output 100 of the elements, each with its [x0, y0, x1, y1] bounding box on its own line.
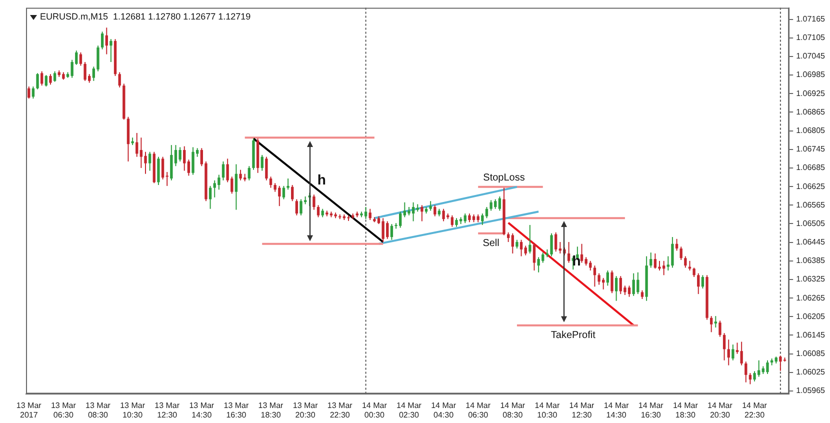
y-tick-label: 1.06925	[796, 88, 826, 98]
candlestick	[779, 355, 782, 372]
y-tick-label: 1.07165	[796, 14, 826, 24]
candlestick	[490, 200, 492, 212]
y-tick-label: 1.06385	[796, 256, 826, 266]
candlestick	[748, 372, 752, 385]
candlestick	[136, 132, 138, 158]
candlestick	[234, 164, 238, 210]
x-tick-label: 14 Mar 14:30	[604, 400, 630, 420]
candlestick	[528, 224, 532, 254]
candlestick	[714, 316, 717, 328]
x-tick-label: 13 Mar 10:30	[120, 400, 146, 420]
candlestick	[28, 86, 30, 100]
annotation: TakeProfit	[550, 330, 596, 342]
annotation: Sell	[482, 238, 500, 250]
candlestick	[79, 52, 82, 66]
candlestick	[100, 31, 104, 50]
candlestick	[248, 166, 251, 181]
candlestick	[450, 214, 454, 228]
x-tick-label: 13 Mar 18:30	[258, 400, 284, 420]
y-tick-label: 1.06985	[796, 70, 826, 80]
candlestick	[148, 151, 152, 172]
candlestick	[382, 218, 384, 242]
candlestick	[614, 276, 618, 302]
candlestick	[658, 260, 661, 272]
candlestick	[40, 70, 44, 86]
candlestick	[554, 232, 558, 252]
candlestick	[420, 204, 424, 222]
y-tick-label: 1.07045	[796, 52, 826, 61]
x-tick-label: 14 Mar 00:30	[362, 400, 388, 420]
candlestick	[718, 320, 722, 338]
x-tick-label: 14 Mar 04:30	[431, 400, 456, 420]
candlestick	[684, 256, 687, 268]
candlestick	[295, 198, 298, 216]
candlestick	[53, 70, 56, 82]
y-tick-label: 1.07105	[796, 33, 826, 42]
candlestick	[580, 243, 584, 264]
candlestick	[740, 341, 743, 366]
y-tick-label: 1.05965	[796, 386, 826, 396]
candlestick	[192, 146, 194, 176]
candlestick	[662, 260, 666, 276]
candlestick	[265, 156, 268, 181]
candlestick	[442, 208, 445, 222]
x-tick-label: 14 Mar 06:30	[466, 400, 491, 420]
candlestick	[520, 239, 523, 257]
candlestick	[697, 272, 700, 295]
candlestick	[524, 245, 527, 256]
x-tick-label: 14 Mar 12:30	[569, 400, 595, 420]
candlestick	[606, 270, 610, 286]
y-tick-label: 1.06325	[796, 274, 826, 284]
x-tick-label: 13 Mar 14:30	[189, 400, 214, 420]
candlestick	[312, 194, 316, 210]
candlestick	[434, 204, 436, 217]
y-tick-label: 1.06865	[796, 107, 826, 116]
candlestick	[598, 272, 600, 286]
chart-title: EURUSD.m,M15 1.12681 1.12780 1.12677 1.12719	[40, 11, 251, 22]
candlestick	[628, 285, 631, 298]
y-tick-label: 1.06445	[796, 238, 826, 247]
candlestick	[49, 74, 52, 86]
x-tick-label: 13 Mar 16:30	[224, 400, 249, 420]
candlestick	[701, 274, 704, 289]
x-tick-label: 13 Mar 2017	[16, 400, 42, 420]
y-tick-label: 1.06565	[796, 200, 826, 210]
candlestick	[291, 184, 294, 202]
candlestick	[532, 242, 536, 272]
candlestick	[36, 72, 39, 90]
x-tick-label: 13 Mar 12:30	[154, 400, 180, 420]
annotation: StopLoss	[483, 172, 525, 184]
x-tick-label: 13 Mar 20:30	[292, 400, 318, 420]
candlestick	[675, 238, 678, 252]
candlestick	[170, 144, 173, 181]
candlestick	[140, 137, 143, 168]
y-tick-label: 1.06025	[796, 368, 826, 377]
candlestick	[744, 361, 748, 383]
candlestick	[722, 332, 726, 361]
x-tick-label: 13 Mar 06:30	[50, 400, 76, 420]
candlestick	[710, 316, 713, 333]
x-tick-label: 14 Mar 10:30	[534, 400, 560, 420]
y-tick-label: 1.06265	[796, 293, 826, 302]
x-tick-label: 14 Mar 08:30	[500, 400, 526, 420]
candlestick	[753, 370, 756, 382]
candlestick	[44, 74, 48, 87]
candlestick	[269, 176, 272, 188]
candlestick	[316, 204, 320, 218]
candlestick	[84, 62, 86, 82]
candlestick	[368, 208, 372, 221]
candlestick	[260, 154, 264, 172]
candlestick	[364, 206, 368, 220]
y-tick-label: 1.06505	[796, 218, 826, 228]
candlestick	[208, 185, 212, 210]
candlestick	[161, 156, 164, 180]
candlestick	[632, 272, 635, 296]
candlestick	[429, 200, 432, 212]
candlestick	[412, 202, 415, 222]
y-tick-label: 1.06625	[796, 182, 826, 191]
candlestick	[183, 146, 186, 172]
y-tick-label: 1.06205	[796, 312, 826, 321]
y-tick-label: 1.06805	[796, 126, 826, 135]
x-tick-label: 14 Mar 16:30	[638, 400, 664, 420]
candlestick	[286, 178, 290, 190]
